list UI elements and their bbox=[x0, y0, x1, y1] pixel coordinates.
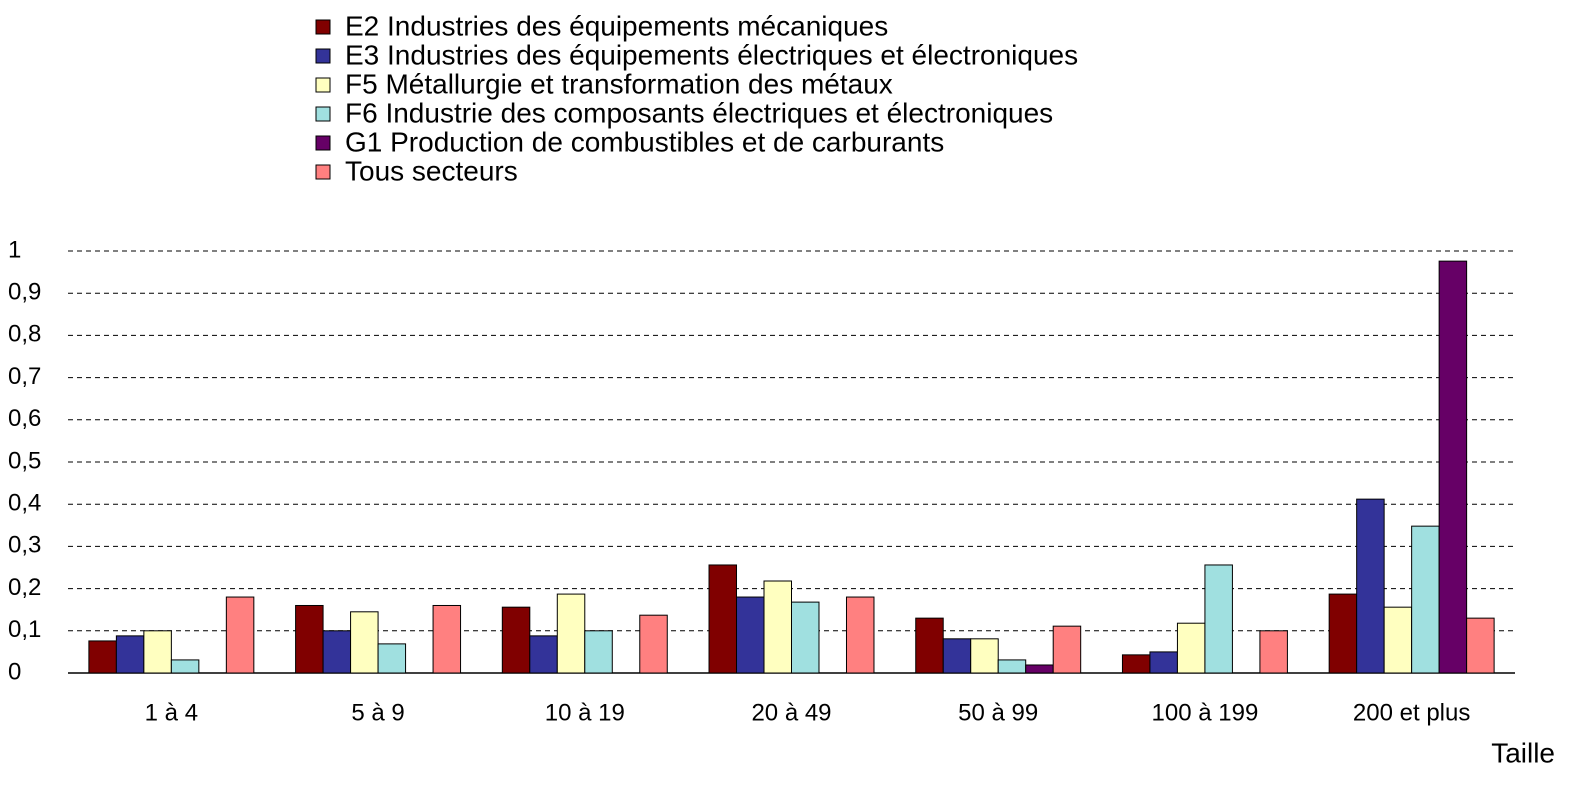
bar bbox=[115, 635, 145, 674]
y-tick-label: 1 bbox=[8, 236, 21, 263]
bar bbox=[529, 635, 558, 674]
legend-label: G1 Production de combustibles et de carb… bbox=[345, 126, 944, 157]
bar bbox=[88, 640, 117, 674]
y-tick-label: 0 bbox=[8, 658, 21, 685]
x-tick-label: 10 à 19 bbox=[545, 699, 625, 726]
bar bbox=[1149, 651, 1178, 674]
bar bbox=[556, 593, 586, 674]
y-tick-label: 0,5 bbox=[8, 447, 41, 474]
bar bbox=[997, 659, 1027, 674]
bar bbox=[1466, 617, 1495, 674]
bar bbox=[225, 596, 255, 674]
bar bbox=[763, 580, 793, 674]
x-tick-label: 100 à 199 bbox=[1152, 699, 1259, 726]
bar bbox=[942, 638, 972, 674]
y-tick-label: 0,4 bbox=[8, 490, 41, 517]
legend-swatch bbox=[315, 106, 331, 122]
y-tick-label: 0,6 bbox=[8, 405, 41, 432]
bar bbox=[970, 638, 999, 674]
legend-swatch bbox=[315, 164, 331, 180]
bar bbox=[791, 601, 820, 674]
bar bbox=[322, 630, 352, 674]
bar bbox=[1328, 593, 1358, 674]
y-tick-label: 0,7 bbox=[8, 363, 41, 390]
bar bbox=[377, 643, 407, 674]
bar bbox=[1383, 606, 1413, 674]
legend-label: E3 Industries des équipements électrique… bbox=[345, 39, 1078, 70]
bar bbox=[1204, 564, 1233, 674]
legend-label: Tous secteurs bbox=[345, 155, 518, 186]
y-tick-label: 0,3 bbox=[8, 532, 41, 559]
bar bbox=[845, 596, 875, 674]
bar bbox=[432, 604, 462, 674]
x-tick-label: 50 à 99 bbox=[958, 699, 1038, 726]
bar bbox=[1052, 625, 1082, 674]
bar bbox=[708, 564, 738, 674]
legend-swatch bbox=[315, 48, 331, 64]
bar bbox=[1176, 622, 1206, 674]
legend-swatch bbox=[315, 77, 331, 93]
bar bbox=[1356, 498, 1385, 674]
y-tick-label: 0,9 bbox=[8, 279, 41, 306]
legend-label: F5 Métallurgie et transformation des mét… bbox=[345, 68, 893, 99]
x-tick-label: 200 et plus bbox=[1353, 699, 1470, 726]
bar bbox=[584, 630, 613, 674]
bar bbox=[350, 611, 379, 674]
x-tick-label: 5 à 9 bbox=[351, 699, 404, 726]
bar bbox=[143, 630, 172, 674]
legend-label: F6 Industrie des composants électriques … bbox=[345, 97, 1053, 128]
x-tick-label: 1 à 4 bbox=[145, 699, 198, 726]
legend-label: E2 Industries des équipements mécaniques bbox=[345, 10, 888, 41]
bar bbox=[1121, 654, 1151, 674]
bar bbox=[1259, 630, 1288, 674]
x-axis-label: Taille bbox=[1491, 737, 1555, 768]
bar bbox=[501, 606, 531, 674]
bar bbox=[1411, 525, 1440, 674]
y-tick-label: 0,1 bbox=[8, 616, 41, 643]
bar bbox=[295, 604, 324, 674]
bar bbox=[1025, 664, 1054, 674]
bar bbox=[170, 659, 200, 674]
y-tick-label: 0,8 bbox=[8, 321, 41, 348]
y-tick-label: 0,2 bbox=[8, 574, 41, 601]
x-tick-label: 20 à 49 bbox=[751, 699, 831, 726]
legend-swatch bbox=[315, 135, 331, 151]
bar bbox=[736, 596, 765, 674]
bar bbox=[1438, 260, 1468, 674]
legend-swatch bbox=[315, 19, 331, 35]
bar bbox=[639, 614, 668, 674]
bar bbox=[915, 617, 944, 674]
